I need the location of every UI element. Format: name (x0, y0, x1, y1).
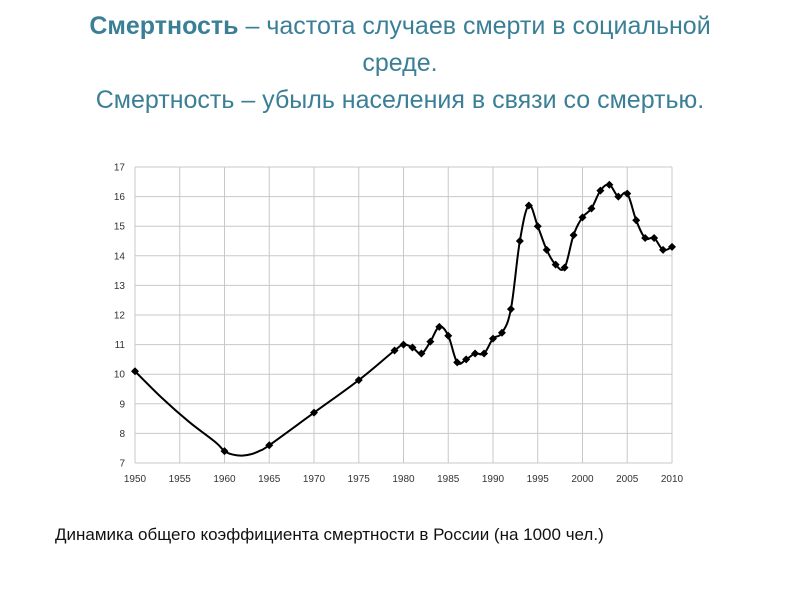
x-tick-label: 1995 (527, 474, 550, 485)
data-point-1991 (497, 328, 506, 337)
data-point-1992 (506, 305, 515, 314)
y-tick-label: 15 (114, 222, 126, 233)
data-point-1993 (515, 237, 524, 245)
x-tick-label: 1990 (482, 474, 505, 485)
data-point-1981 (408, 343, 417, 352)
y-tick-label: 16 (114, 192, 126, 203)
data-point-1996 (542, 245, 551, 254)
y-tick-label: 13 (114, 281, 126, 292)
data-point-2005 (623, 189, 632, 198)
x-tick-label: 1965 (258, 474, 281, 485)
x-tick-label: 2000 (571, 474, 594, 485)
data-point-1999 (569, 231, 578, 240)
data-point-1995 (533, 222, 542, 231)
y-tick-label: 10 (114, 370, 126, 381)
data-point-2010 (668, 242, 676, 251)
data-point-1990 (489, 334, 497, 343)
data-point-1998 (560, 263, 569, 272)
x-axis-ticks: 1950 1955 1960 1965 1970 1975 1980 1985 1990 1995… (124, 474, 684, 485)
x-tick-label: 2010 (661, 474, 684, 485)
data-point-1979 (390, 346, 399, 355)
data-point-1985 (444, 331, 453, 340)
heading-term: Смертность (89, 12, 239, 40)
data-point-2003 (605, 180, 614, 189)
data-point-2004 (614, 192, 623, 201)
heading-line-2: Смертность – убыль населения в связи со … (95, 86, 705, 114)
y-tick-label: 8 (119, 429, 125, 440)
heading-definition-1: – частота случаев смерти в социальной ср… (238, 12, 711, 77)
data-point-1970 (310, 408, 318, 417)
y-tick-label: 7 (119, 459, 125, 470)
slide-heading: Смертность – частота случаев смерти в со… (60, 8, 740, 119)
x-tick-label: 1955 (169, 474, 192, 485)
x-tick-label: 1985 (437, 474, 460, 485)
data-point-1989 (480, 349, 489, 358)
mortality-line-chart: 7 8 9 10 11 12 13 14 15 16 17 1950 1955 1960 1965 1970… (114, 163, 684, 486)
x-tick-label: 1950 (124, 474, 147, 485)
data-point-2008 (650, 234, 659, 243)
mortality-series (131, 180, 676, 457)
x-tick-label: 1975 (348, 474, 371, 485)
x-tick-label: 2005 (616, 474, 639, 485)
data-point-1984 (435, 322, 444, 331)
y-tick-label: 9 (119, 399, 125, 410)
x-tick-label: 1960 (213, 474, 236, 485)
y-tick-label: 17 (114, 163, 126, 174)
x-tick-label: 1980 (392, 474, 415, 485)
data-point-1950 (131, 367, 139, 376)
data-point-1965 (265, 441, 274, 450)
data-point-2006 (632, 216, 641, 225)
x-tick-label: 1970 (303, 474, 326, 485)
data-point-1986 (453, 358, 462, 367)
chart-caption: Динамика общего коэффициента смертности … (55, 525, 604, 544)
y-tick-label: 11 (115, 340, 126, 351)
data-point-2000 (578, 213, 587, 222)
y-axis-ticks: 7 8 9 10 11 12 13 14 15 16 17 (114, 163, 126, 470)
y-tick-label: 14 (114, 251, 126, 262)
data-point-1983 (426, 337, 435, 346)
data-point-2009 (659, 245, 668, 254)
data-point-1975 (354, 376, 363, 385)
data-point-1994 (524, 201, 533, 210)
data-point-1988 (471, 349, 480, 358)
data-point-1997 (551, 260, 560, 269)
data-point-1987 (462, 355, 471, 364)
data-point-1960 (220, 447, 229, 456)
data-point-1982 (417, 349, 426, 358)
heading-line-1: Смертность – частота случаев смерти в со… (60, 8, 740, 82)
data-point-2001 (587, 204, 596, 213)
data-point-2007 (641, 234, 650, 243)
y-tick-label: 12 (114, 311, 126, 322)
data-point-1980 (399, 340, 408, 349)
data-point-2002 (596, 186, 605, 195)
